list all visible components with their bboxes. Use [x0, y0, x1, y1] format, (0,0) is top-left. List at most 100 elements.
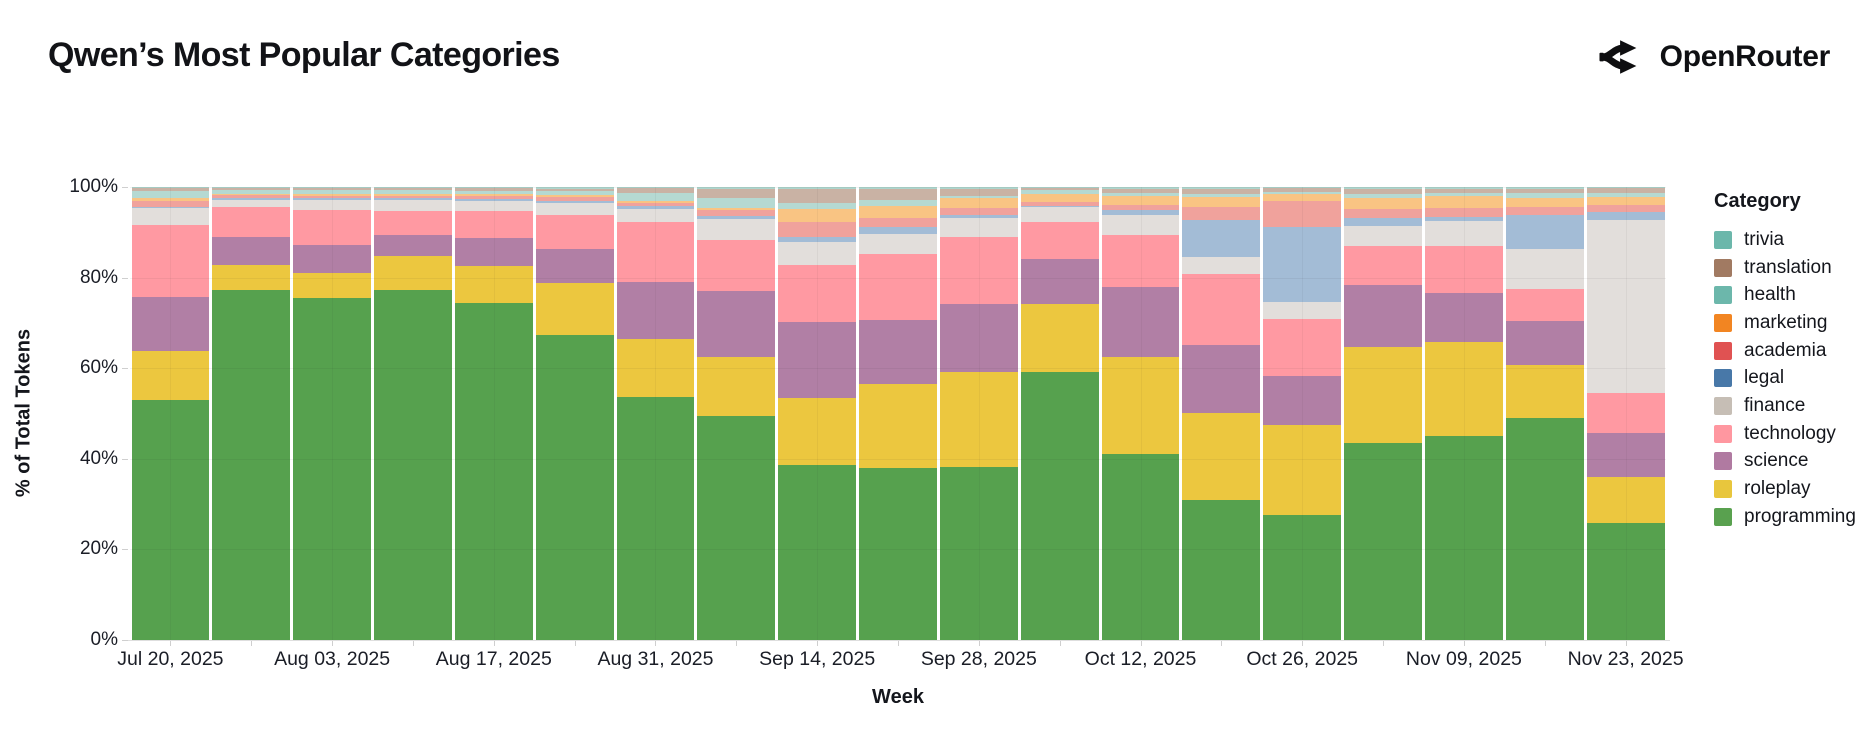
- bar-segment-health[interactable]: [131, 190, 210, 198]
- bar-segment-science[interactable]: [697, 290, 776, 358]
- bar-segment-trivia[interactable]: [293, 187, 372, 189]
- bar-segment-roleplay[interactable]: [454, 265, 533, 303]
- bar-segment-translation[interactable]: [1425, 188, 1503, 193]
- bar-segment-programming[interactable]: [697, 415, 776, 640]
- bar-segment-marketing[interactable]: [1425, 196, 1503, 208]
- bar-segment-academia[interactable]: [535, 197, 614, 201]
- bar-segment-health[interactable]: [939, 196, 1018, 199]
- bar-segment-programming[interactable]: [778, 464, 857, 640]
- bar-segment-academia[interactable]: [1020, 201, 1099, 206]
- bar-segment-academia[interactable]: [374, 195, 452, 199]
- bar-segment-marketing[interactable]: [535, 195, 614, 198]
- brand[interactable]: OpenRouter: [1599, 34, 1830, 80]
- bar-segment-finance[interactable]: [1020, 207, 1099, 222]
- bar-segment-translation[interactable]: [212, 188, 291, 190]
- legend-item-programming[interactable]: programming: [1714, 503, 1874, 531]
- bar-segment-academia[interactable]: [454, 196, 533, 199]
- bar-segment-translation[interactable]: [1344, 189, 1422, 194]
- bar-segment-academia[interactable]: [293, 195, 372, 199]
- bar-segment-finance[interactable]: [1263, 301, 1342, 320]
- bar-segment-translation[interactable]: [1020, 187, 1099, 190]
- bar-segment-legal[interactable]: [131, 206, 210, 209]
- bar-segment-marketing[interactable]: [212, 193, 291, 196]
- bar-segment-trivia[interactable]: [1425, 187, 1503, 189]
- bar-segment-technology[interactable]: [454, 211, 533, 239]
- bar-segment-programming[interactable]: [939, 467, 1018, 640]
- bar-segment-finance[interactable]: [1586, 220, 1665, 393]
- bar-segment-programming[interactable]: [1101, 454, 1180, 640]
- bar-segment-roleplay[interactable]: [1505, 365, 1584, 419]
- bar-segment-finance[interactable]: [859, 233, 937, 254]
- bar-segment-legal[interactable]: [1425, 216, 1503, 221]
- bar-segment-trivia[interactable]: [1586, 187, 1665, 189]
- bar-segment-academia[interactable]: [778, 221, 857, 238]
- bar-segment-roleplay[interactable]: [212, 264, 291, 290]
- bar-segment-programming[interactable]: [374, 289, 452, 640]
- bar-segment-finance[interactable]: [374, 199, 452, 212]
- bar-segment-roleplay[interactable]: [374, 255, 452, 290]
- legend-item-translation[interactable]: translation: [1714, 254, 1874, 282]
- bar-segment-technology[interactable]: [1505, 288, 1584, 321]
- bar-segment-academia[interactable]: [1586, 205, 1665, 212]
- bar-segment-academia[interactable]: [1101, 205, 1180, 211]
- bar-segment-trivia[interactable]: [1263, 187, 1342, 189]
- bar-segment-roleplay[interactable]: [1263, 424, 1342, 515]
- bar-segment-academia[interactable]: [1182, 207, 1261, 221]
- bar-segment-health[interactable]: [1586, 192, 1665, 198]
- bar-segment-health[interactable]: [778, 202, 857, 209]
- bar-segment-technology[interactable]: [131, 224, 210, 297]
- bar-segment-translation[interactable]: [778, 189, 857, 203]
- bar-segment-legal[interactable]: [454, 198, 533, 201]
- legend-item-science[interactable]: science: [1714, 448, 1874, 476]
- bar-segment-finance[interactable]: [1344, 226, 1422, 246]
- bar-segment-finance[interactable]: [1505, 249, 1584, 289]
- bar-segment-roleplay[interactable]: [939, 372, 1018, 468]
- bar-segment-programming[interactable]: [293, 298, 372, 640]
- bar-segment-legal[interactable]: [374, 198, 452, 200]
- bar-segment-translation[interactable]: [616, 187, 695, 193]
- bar-segment-translation[interactable]: [859, 188, 937, 201]
- bar-segment-programming[interactable]: [1505, 418, 1584, 640]
- bar-segment-marketing[interactable]: [697, 207, 776, 211]
- bar-segment-technology[interactable]: [293, 209, 372, 245]
- legend-item-academia[interactable]: academia: [1714, 337, 1874, 365]
- bar-segment-marketing[interactable]: [616, 200, 695, 203]
- bar-segment-roleplay[interactable]: [1182, 412, 1261, 501]
- bar-segment-roleplay[interactable]: [616, 338, 695, 398]
- bar-segment-marketing[interactable]: [454, 194, 533, 197]
- bar-segment-technology[interactable]: [697, 239, 776, 291]
- bar-segment-programming[interactable]: [859, 467, 937, 640]
- bar-segment-programming[interactable]: [131, 399, 210, 640]
- bar-segment-marketing[interactable]: [1344, 197, 1422, 210]
- bar-segment-technology[interactable]: [1586, 392, 1665, 433]
- bar-segment-science[interactable]: [939, 303, 1018, 373]
- bar-segment-legal[interactable]: [1101, 210, 1180, 215]
- bar-segment-legal[interactable]: [1505, 214, 1584, 250]
- bar-segment-finance[interactable]: [697, 218, 776, 240]
- bar-segment-legal[interactable]: [859, 226, 937, 234]
- bar-segment-marketing[interactable]: [939, 198, 1018, 208]
- bar-segment-academia[interactable]: [859, 217, 937, 227]
- bar-segment-programming[interactable]: [535, 334, 614, 640]
- bar-segment-trivia[interactable]: [212, 187, 291, 189]
- bar-segment-technology[interactable]: [616, 221, 695, 282]
- bar-segment-science[interactable]: [212, 237, 291, 265]
- bar-segment-academia[interactable]: [939, 207, 1018, 215]
- bar-segment-health[interactable]: [1020, 189, 1099, 194]
- bar-segment-technology[interactable]: [535, 214, 614, 250]
- bar-segment-roleplay[interactable]: [1425, 342, 1503, 436]
- bar-segment-legal[interactable]: [1263, 226, 1342, 302]
- bar-segment-programming[interactable]: [1182, 500, 1261, 640]
- bar-segment-translation[interactable]: [535, 188, 614, 192]
- bar-segment-roleplay[interactable]: [1101, 357, 1180, 455]
- bar-segment-trivia[interactable]: [778, 187, 857, 190]
- bar-segment-health[interactable]: [535, 191, 614, 196]
- bar-segment-health[interactable]: [374, 190, 452, 194]
- bar-segment-legal[interactable]: [1182, 220, 1261, 257]
- bar-segment-technology[interactable]: [1182, 274, 1261, 345]
- bar-segment-academia[interactable]: [616, 202, 695, 207]
- legend-item-finance[interactable]: finance: [1714, 392, 1874, 420]
- bar-segment-finance[interactable]: [939, 218, 1018, 238]
- bar-segment-translation[interactable]: [454, 188, 533, 191]
- bar-segment-legal[interactable]: [939, 214, 1018, 219]
